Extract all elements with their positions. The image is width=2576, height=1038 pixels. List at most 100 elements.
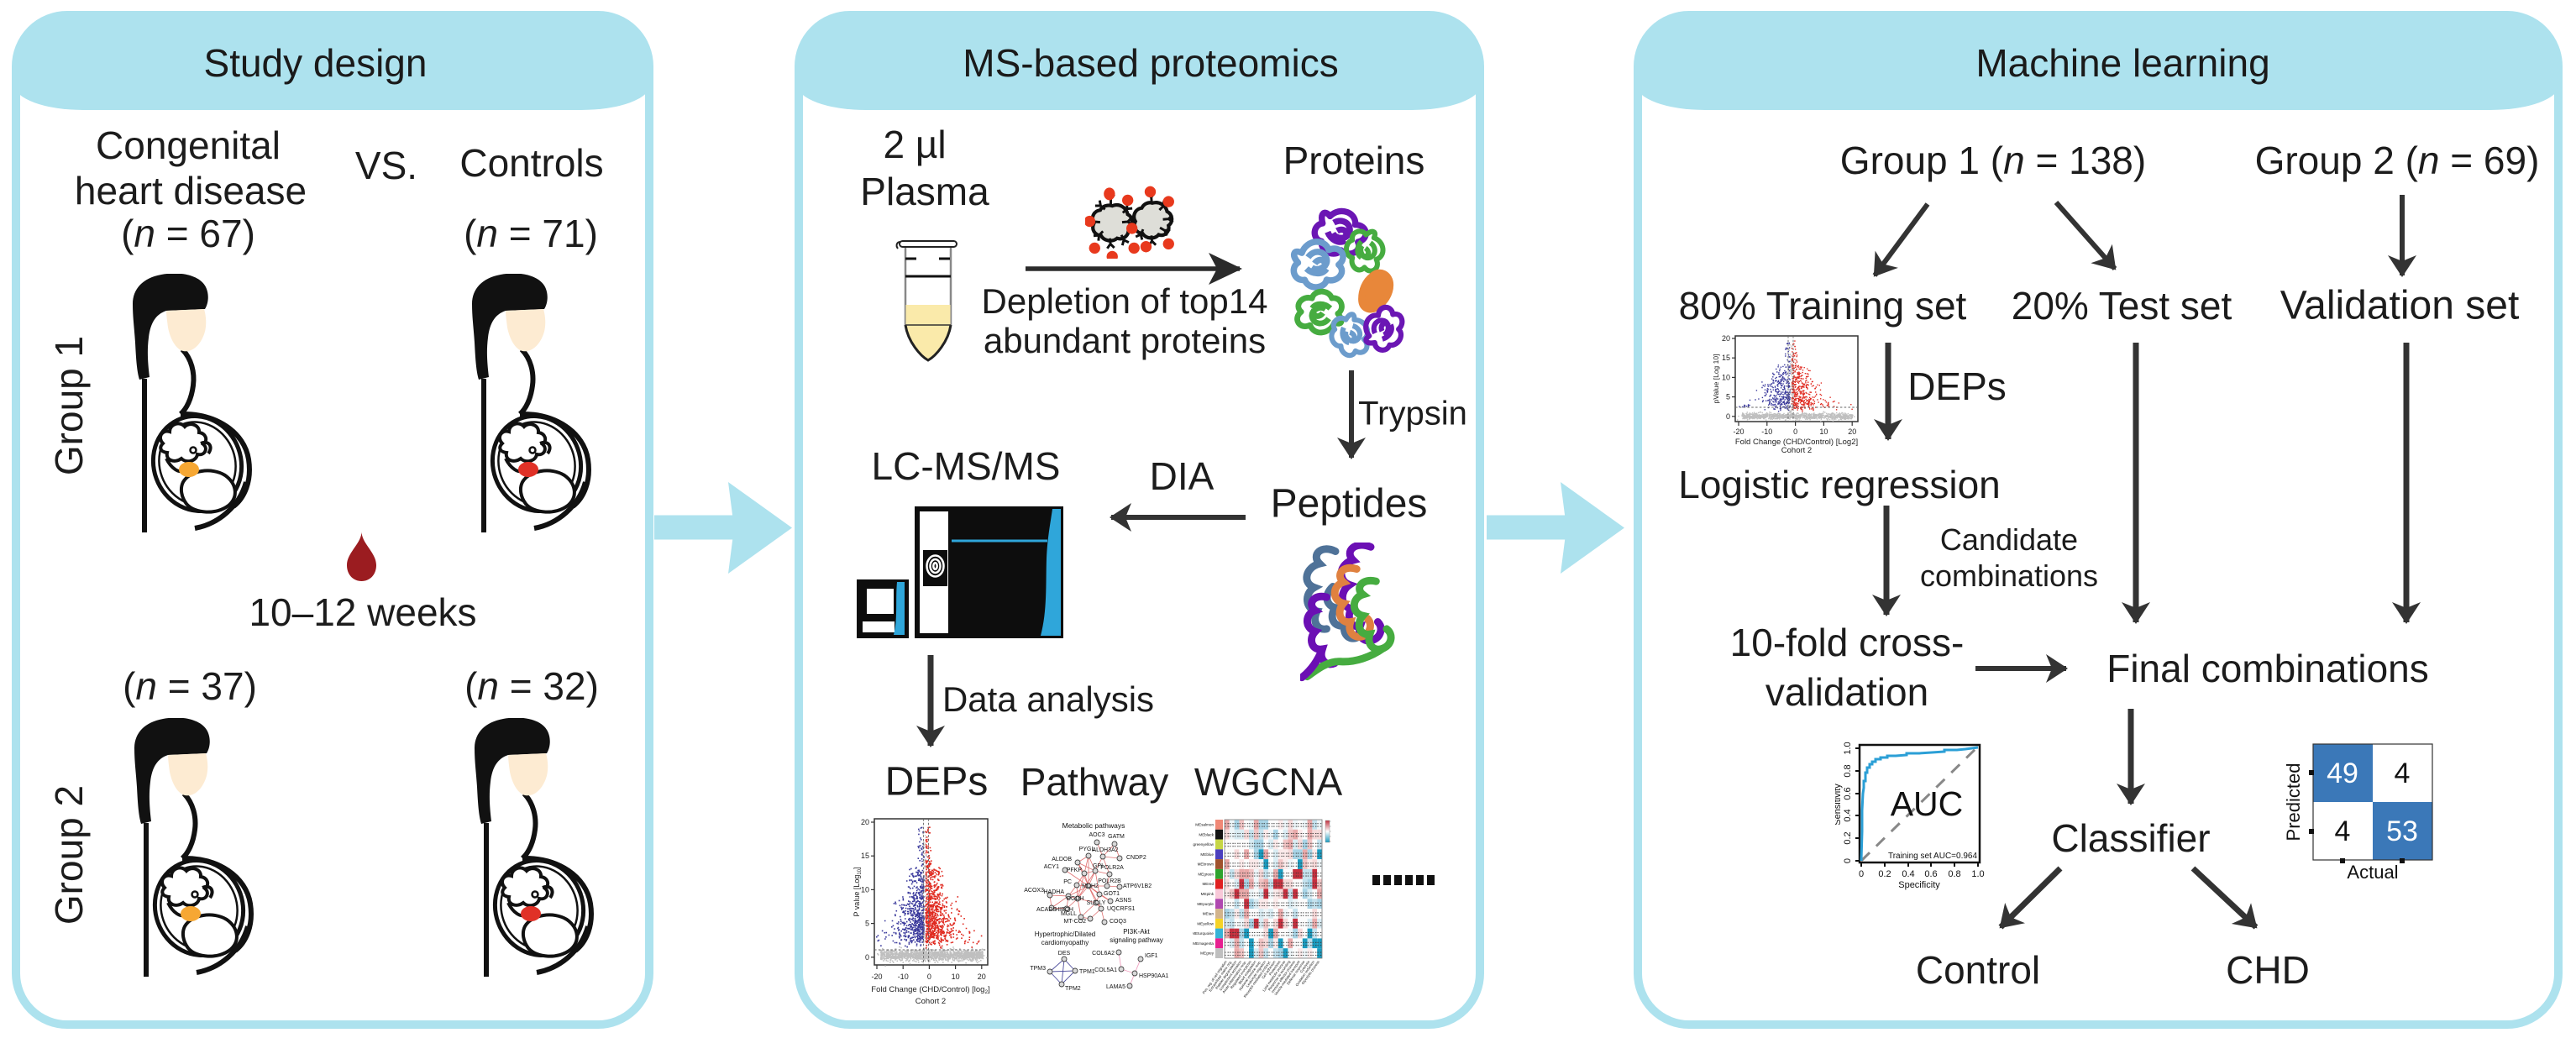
svg-text:POLR2A: POLR2A — [1100, 865, 1124, 871]
svg-text:OGDH: OGDH — [1067, 896, 1084, 902]
svg-text:cardiomyopathy: cardiomyopathy — [1041, 939, 1089, 946]
svg-text:MEturquoise: MEturquoise — [1193, 931, 1214, 936]
svg-text:COL5A1: COL5A1 — [1094, 967, 1117, 973]
svg-text:MEgreenyellow: MEgreenyellow — [1193, 842, 1215, 847]
svg-text:5: 5 — [1726, 393, 1730, 401]
svg-text:-20: -20 — [1733, 427, 1744, 436]
svg-text:pValue [Log 10]: pValue [Log 10] — [1712, 354, 1720, 404]
svg-text:Predicted: Predicted — [2285, 763, 2304, 841]
svg-text:GATM: GATM — [1108, 834, 1125, 840]
svg-text:Cohort 2: Cohort 2 — [916, 997, 946, 1006]
svg-text:PI3K-Akt: PI3K-Akt — [1123, 928, 1150, 936]
svg-text:UQCRFS1: UQCRFS1 — [1107, 906, 1136, 912]
svg-text:ACADS: ACADS — [1036, 907, 1057, 913]
svg-text:P value [Log10]: P value [Log10] — [853, 867, 863, 916]
svg-text:HADHA: HADHA — [1043, 889, 1064, 895]
svg-text:MEblack: MEblack — [1199, 832, 1214, 836]
svg-text:MEgreen: MEgreen — [1198, 872, 1214, 876]
svg-text:Fold Change (CHD/Control) [log: Fold Change (CHD/Control) [log2] — [871, 985, 989, 995]
svg-text:0: 0 — [1793, 427, 1797, 436]
svg-text:-20: -20 — [871, 972, 882, 981]
svg-text:MEtan: MEtan — [1203, 912, 1215, 916]
svg-text:0.4: 0.4 — [1902, 869, 1914, 879]
svg-text:GOT1: GOT1 — [1104, 891, 1120, 897]
svg-text:MT-CO2: MT-CO2 — [1064, 919, 1087, 925]
svg-text:MEyellow: MEyellow — [1197, 921, 1214, 925]
svg-text:20: 20 — [1848, 427, 1856, 436]
svg-text:20: 20 — [1722, 334, 1730, 343]
svg-text:1.0: 1.0 — [1971, 869, 1984, 879]
svg-text:IGF1: IGF1 — [1145, 953, 1158, 959]
svg-text:MEsalmon: MEsalmon — [1195, 823, 1214, 827]
svg-text:1.0: 1.0 — [1843, 742, 1853, 754]
svg-text:0: 0 — [1859, 869, 1864, 879]
svg-text:HSP90AA1: HSP90AA1 — [1139, 973, 1169, 979]
svg-text:Fold Change (CHD/Control) [Log: Fold Change (CHD/Control) [Log2] — [1735, 438, 1858, 447]
svg-text:0.2: 0.2 — [1843, 831, 1853, 844]
svg-text:MEmagenta: MEmagenta — [1193, 941, 1214, 946]
svg-text:signaling pathway: signaling pathway — [1110, 936, 1163, 944]
svg-text:15: 15 — [861, 852, 869, 860]
svg-text:PYGL: PYGL — [1079, 847, 1095, 852]
svg-text:ASNS: ASNS — [1115, 898, 1131, 904]
svg-text:5: 5 — [865, 920, 869, 928]
svg-text:SUCLY: SUCLY — [1087, 900, 1106, 906]
svg-text:TPM2: TPM2 — [1065, 986, 1081, 992]
svg-text:ALDH3A2: ALDH3A2 — [1092, 847, 1118, 853]
svg-text:CNDP2: CNDP2 — [1126, 855, 1146, 861]
svg-text:49: 49 — [2327, 758, 2358, 789]
svg-text:HIBCH: HIBCH — [1055, 907, 1073, 913]
svg-text:Specificity: Specificity — [1898, 880, 1940, 890]
svg-text:53: 53 — [2386, 815, 2418, 847]
svg-text:10: 10 — [1819, 427, 1828, 436]
svg-text:20: 20 — [861, 818, 869, 826]
svg-text:MDH2: MDH2 — [1082, 883, 1099, 889]
svg-text:DES: DES — [1058, 951, 1071, 957]
svg-text:ATP6V1B2: ATP6V1B2 — [1123, 883, 1152, 889]
svg-text:4: 4 — [2395, 758, 2411, 789]
svg-text:0: 0 — [1726, 412, 1730, 421]
svg-text:ALDOB: ALDOB — [1052, 857, 1072, 862]
svg-text:MEbrown: MEbrown — [1198, 862, 1215, 867]
svg-text:LAMA5: LAMA5 — [1106, 984, 1125, 990]
svg-text:-10: -10 — [1761, 427, 1772, 436]
svg-text:20: 20 — [978, 972, 986, 981]
svg-text:MEpink: MEpink — [1201, 892, 1215, 896]
svg-text:ACY1: ACY1 — [1044, 864, 1059, 870]
svg-text:TPM1: TPM1 — [1079, 969, 1095, 975]
svg-text:AUC: AUC — [1891, 784, 1964, 823]
svg-text:0.4: 0.4 — [1843, 809, 1853, 821]
svg-text:POLR2B: POLR2B — [1098, 878, 1121, 884]
svg-text:0.8: 0.8 — [1843, 764, 1853, 777]
svg-text:Cohort 2: Cohort 2 — [1781, 446, 1812, 453]
svg-text:MEpurple: MEpurple — [1197, 902, 1214, 906]
svg-text:4: 4 — [2335, 815, 2351, 847]
svg-text:AOC3: AOC3 — [1089, 832, 1104, 838]
svg-text:10: 10 — [861, 885, 869, 894]
svg-text:COL6A2: COL6A2 — [1092, 951, 1115, 957]
svg-text:PFKP: PFKP — [1067, 868, 1083, 873]
svg-text:10: 10 — [1722, 373, 1730, 381]
svg-text:Sensitivity: Sensitivity — [1835, 784, 1843, 826]
svg-text:0.6: 0.6 — [1843, 787, 1853, 799]
svg-text:Hypertrophic/Dilated: Hypertrophic/Dilated — [1035, 931, 1095, 938]
svg-text:0: 0 — [1843, 858, 1853, 863]
svg-text:TPM3: TPM3 — [1030, 966, 1046, 972]
svg-text:ACOX3: ACOX3 — [1024, 888, 1044, 894]
svg-text:-10: -10 — [898, 972, 909, 981]
svg-text:Training set AUC=0.964: Training set AUC=0.964 — [1888, 852, 1978, 861]
svg-text:PC: PC — [1063, 879, 1072, 885]
svg-text:Actual: Actual — [2347, 862, 2398, 883]
svg-text:0: 0 — [865, 953, 869, 962]
svg-text:Metabolic pathways: Metabolic pathways — [1062, 821, 1125, 830]
svg-text:COQ3: COQ3 — [1110, 919, 1126, 925]
svg-text:15: 15 — [1722, 354, 1730, 362]
svg-text:0.2: 0.2 — [1878, 869, 1891, 879]
svg-text:0.8: 0.8 — [1948, 869, 1960, 879]
svg-text:GPI: GPI — [1093, 863, 1103, 869]
svg-text:0.6: 0.6 — [1924, 869, 1937, 879]
svg-text:MEblue: MEblue — [1200, 852, 1214, 857]
svg-text:0: 0 — [927, 972, 931, 981]
svg-text:MEgrey: MEgrey — [1200, 952, 1215, 956]
svg-text:10: 10 — [952, 972, 960, 981]
